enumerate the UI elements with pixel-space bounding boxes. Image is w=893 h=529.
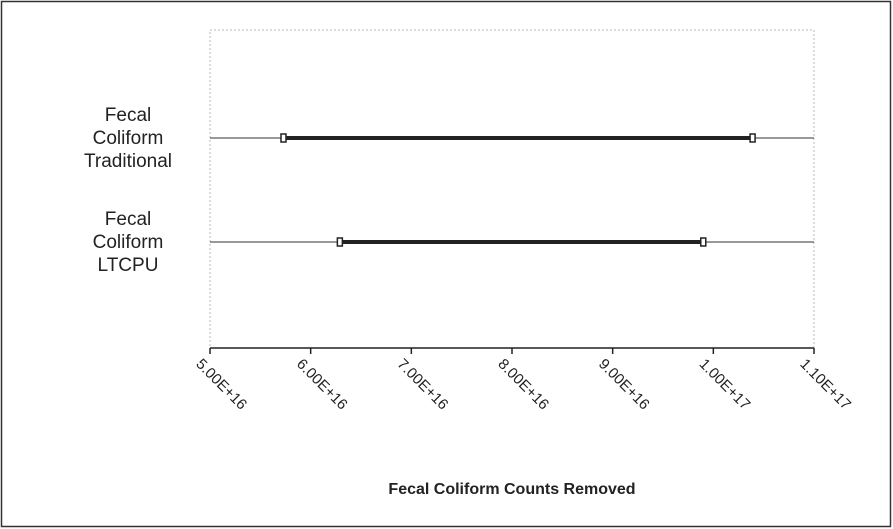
high-cap (749, 133, 756, 143)
x-tick-label: 1.10E+17 (796, 356, 854, 414)
x-axis-label: Fecal Coliform Counts Removed (388, 481, 635, 498)
x-tick-label: 1.00E+17 (696, 356, 754, 414)
x-tick-label: 9.00E+16 (595, 356, 653, 414)
plot-area (209, 29, 815, 349)
high-cap (700, 237, 707, 247)
low-cap (280, 133, 287, 143)
category-label: Fecal Coliform Traditional (83, 104, 172, 172)
low-cap (336, 237, 344, 247)
x-tick-label: 6.00E+16 (293, 356, 351, 414)
x-tick-label: 8.00E+16 (494, 356, 552, 414)
x-tick-label: 5.00E+16 (192, 356, 250, 414)
category-label: Fecal Coliform LTCPU (92, 208, 164, 276)
x-tick-label: 7.00E+16 (394, 356, 452, 414)
